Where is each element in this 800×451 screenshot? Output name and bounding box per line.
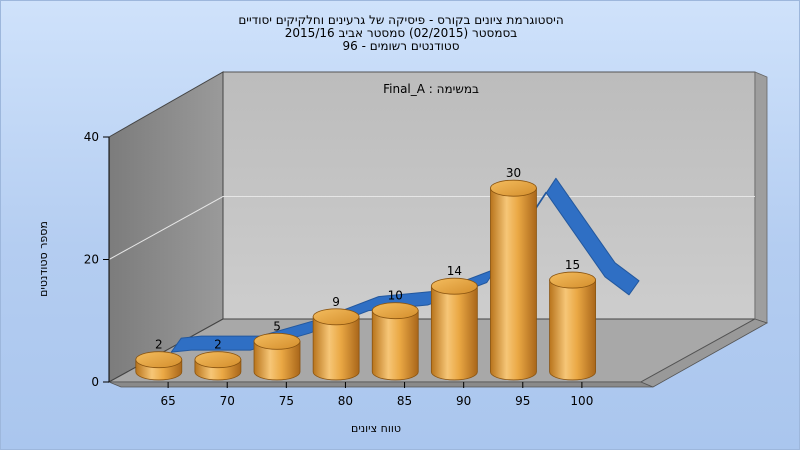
x-tick-label: 65 xyxy=(160,394,175,408)
floor-right-edge xyxy=(640,318,768,388)
bar-value-label: 5 xyxy=(273,319,281,333)
bar-value-label: 14 xyxy=(447,264,462,278)
x-tick-label: 80 xyxy=(338,394,353,408)
bar-body xyxy=(430,285,478,381)
x-tick-label: 95 xyxy=(515,394,530,408)
bar-value-label: 15 xyxy=(565,258,580,272)
bar-cap xyxy=(490,179,537,197)
bar-cap xyxy=(371,302,419,320)
x-tick-label: 70 xyxy=(220,394,235,408)
y-tick-label: 20 xyxy=(84,253,99,267)
bar-cap xyxy=(312,308,360,326)
bar-value-label: 10 xyxy=(388,289,403,303)
back-wall xyxy=(222,71,756,320)
bar-cap xyxy=(135,351,183,369)
bar-body xyxy=(312,316,360,381)
bar: 15 xyxy=(549,258,596,381)
bar-body xyxy=(549,279,596,381)
back-wall-edge xyxy=(754,71,768,324)
chart-title-line-3: סטודנטים רשומים - 96 xyxy=(342,39,460,53)
bar: 5 xyxy=(253,319,301,381)
bar: 9 xyxy=(312,295,360,381)
y-axis-label: מספר סטודנטים xyxy=(37,221,50,297)
bars: 2 2 5 9 10 14 30 15 xyxy=(135,166,596,381)
bar-cap xyxy=(549,271,596,289)
gridlines xyxy=(108,196,755,260)
x-tick-label: 90 xyxy=(456,394,471,408)
y-tick-label: 0 xyxy=(91,375,99,389)
bar: 30 xyxy=(490,166,537,381)
chart-title-line-1: היסטוגרמת ציונים בקורס - פיסיקה של גרעינ… xyxy=(238,13,564,27)
x-tick-label: 85 xyxy=(397,394,412,408)
y-tick-label: 40 xyxy=(84,130,99,144)
bar-value-label: 2 xyxy=(155,338,163,352)
bar: 2 xyxy=(135,338,183,381)
x-axis-label: טווח ציונים xyxy=(351,422,401,435)
bar-body xyxy=(371,310,419,381)
x-tick-label: 75 xyxy=(279,394,294,408)
x-axis-ticks: 65 70 75 80 85 90 95 100 xyxy=(160,382,593,408)
bar-cap xyxy=(253,332,301,350)
gridline xyxy=(108,196,755,260)
bar-body xyxy=(490,187,537,381)
x-tick-label: 100 xyxy=(570,394,593,408)
bar: 14 xyxy=(430,264,478,381)
chart-annotation: Final_A : במשימה xyxy=(383,82,479,96)
bar-value-label: 2 xyxy=(214,338,222,352)
y-axis-ticks: 0 20 40 xyxy=(84,130,109,389)
bar: 10 xyxy=(371,289,419,381)
bar-cap xyxy=(430,277,478,295)
floor-edge xyxy=(108,381,654,388)
bar-value-label: 30 xyxy=(506,166,521,180)
bar-body xyxy=(253,340,301,381)
bar: 2 xyxy=(194,338,242,381)
bar-value-label: 9 xyxy=(332,295,340,309)
chart-title-line-2: בסמסטר (02/2015) סמסטר אביב 2015/16 xyxy=(284,26,518,40)
bar-cap xyxy=(194,351,242,369)
